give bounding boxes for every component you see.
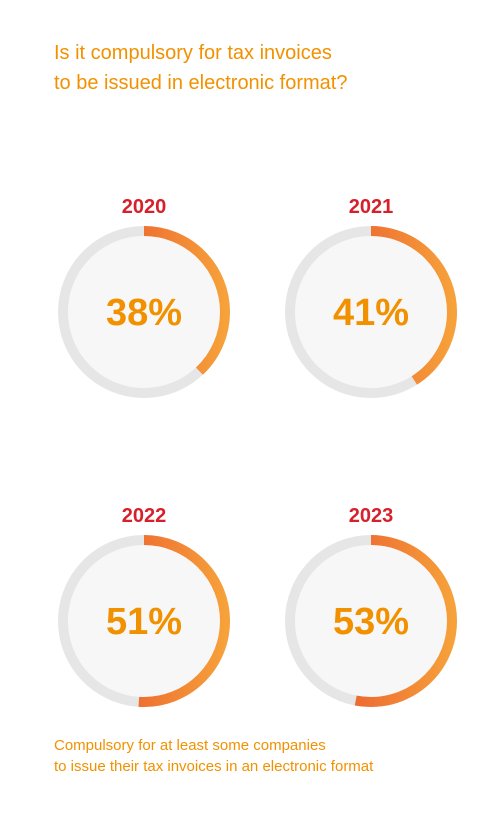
donut-chart-2022: 2022 51% [44,503,244,713]
donut-value-arc [58,535,230,707]
donut-inner [68,236,220,388]
donut-value-arc [285,535,457,707]
donut-year-label: 2022 [121,505,167,527]
donut-inner [68,545,220,697]
donut-value-label: 38% [106,292,182,334]
donut-svg: 41% [285,226,457,398]
donut-value-arc [285,226,457,398]
donut-inner [295,236,447,388]
donut-chart-2021: 2021 41% [271,194,471,404]
donut-year-label: 2023 [348,505,394,527]
donut-value-arc [58,226,230,398]
chart-footnote-line-2: to issue their tax invoices in an electr… [54,758,374,775]
donut-value-label: 51% [106,601,182,643]
donut-value-label: 53% [333,601,409,643]
chart-title-line-2: to be issued in electronic format? [54,72,348,94]
donut-chart-2020: 2020 38% [44,194,244,404]
donut-year-label: 2021 [348,196,394,218]
chart-title-line-1: Is it compulsory for tax invoices [54,42,332,64]
donut-inner [295,545,447,697]
chart-footnote-line-1: Compulsory for at least some companies [54,737,326,754]
donut-year-label: 2020 [121,196,167,218]
donut-svg: 51% [58,535,230,707]
chart-footnote: Compulsory for at least some companies t… [54,735,484,777]
donut-value-label: 41% [333,292,409,334]
chart-title: Is it compulsory for tax invoices to be … [54,38,474,98]
donut-chart-2023: 2023 53% [271,503,471,713]
donut-svg: 38% [58,226,230,398]
donut-svg: 53% [285,535,457,707]
